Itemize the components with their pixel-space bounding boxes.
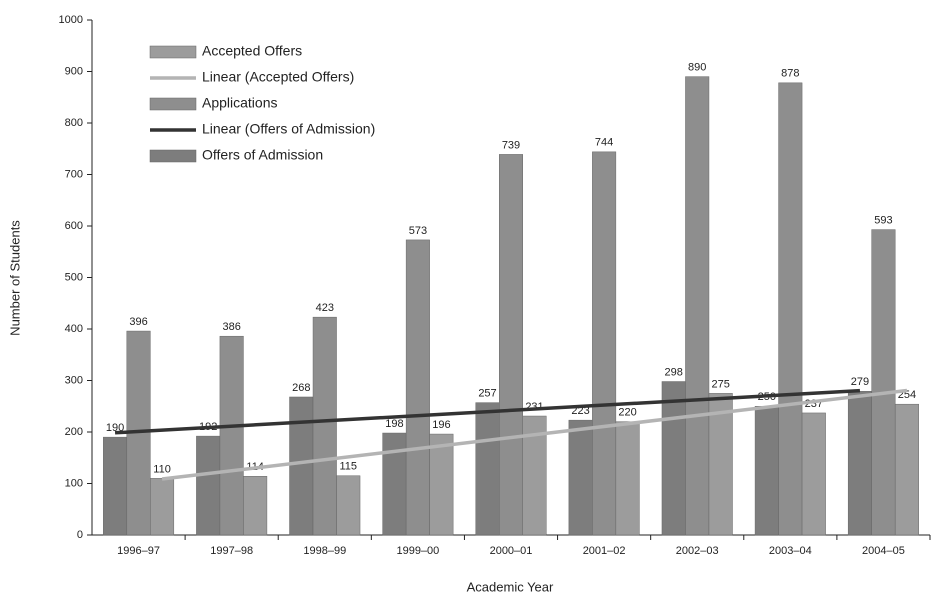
bar [661, 381, 686, 536]
data-label: 275 [712, 378, 730, 390]
bar [592, 151, 617, 536]
legend-label: Offers of Admission [202, 147, 323, 163]
data-label: 396 [129, 316, 147, 328]
legend-swatch [149, 149, 197, 163]
legend-label: Applications [202, 95, 278, 111]
data-label: 257 [478, 388, 496, 400]
data-label: 198 [385, 418, 403, 430]
bar [103, 436, 128, 536]
data-label: 744 [595, 137, 613, 149]
y-tick-label: 400 [65, 323, 83, 335]
data-label: 593 [874, 215, 892, 227]
x-tick-label: 2000–01 [490, 545, 533, 557]
bar [196, 435, 221, 536]
bar [754, 406, 779, 536]
bar [289, 396, 314, 536]
x-tick-label: 1997–98 [210, 545, 253, 557]
bar [894, 403, 919, 536]
legend-label: Linear (Offers of Admission) [202, 121, 375, 137]
x-axis-label: Academic Year [467, 579, 554, 594]
y-tick-label: 800 [65, 117, 83, 129]
trendline [161, 388, 908, 481]
x-tick-label: 1999–00 [396, 545, 439, 557]
bar [685, 76, 710, 536]
y-axis-label: Number of Students [7, 220, 22, 336]
data-label: 573 [409, 225, 427, 237]
x-tick-label: 2004–05 [862, 545, 905, 557]
y-tick-label: 100 [65, 477, 83, 489]
bar [499, 154, 523, 536]
bar [475, 402, 500, 536]
data-label: 890 [688, 62, 706, 74]
bar [778, 82, 803, 536]
x-tick-label: 1998–99 [303, 545, 346, 557]
bar [801, 412, 826, 536]
bar [871, 229, 896, 536]
x-tick-label: 2003–04 [769, 545, 812, 557]
data-label: 423 [316, 302, 334, 314]
bar [243, 476, 268, 536]
data-label: 268 [292, 382, 310, 394]
data-label: 110 [153, 463, 171, 475]
legend-label: Accepted Offers [202, 43, 302, 59]
data-label: 298 [665, 366, 683, 378]
data-label: 878 [781, 68, 799, 80]
y-tick-label: 500 [65, 271, 83, 283]
bar [568, 419, 593, 536]
bar [336, 475, 361, 536]
y-tick-label: 1000 [59, 14, 83, 26]
y-tick-label: 0 [77, 529, 83, 541]
y-tick-label: 700 [65, 168, 83, 180]
bar [405, 239, 430, 536]
bar [429, 433, 454, 536]
bar [522, 415, 547, 536]
bar [615, 421, 640, 536]
x-tick-label: 1996–97 [117, 545, 160, 557]
y-tick-label: 200 [65, 426, 83, 438]
bar [219, 335, 244, 536]
data-label: 196 [432, 419, 450, 431]
legend-swatch [149, 97, 197, 111]
data-label: 220 [618, 407, 636, 419]
data-label: 386 [222, 321, 240, 333]
x-tick-label: 2002–03 [676, 545, 719, 557]
y-tick-label: 900 [65, 65, 83, 77]
trendline [114, 388, 861, 435]
data-label: 115 [340, 461, 358, 473]
bar [312, 316, 337, 536]
data-label: 279 [851, 376, 869, 388]
bar [708, 393, 733, 536]
legend-label: Linear (Accepted Offers) [202, 69, 354, 85]
x-tick-label: 2001–02 [583, 545, 626, 557]
data-label: 739 [502, 139, 520, 151]
y-tick-label: 300 [65, 374, 83, 386]
bar [847, 391, 872, 536]
legend-swatch [149, 45, 197, 59]
bar [382, 432, 407, 536]
y-tick-label: 600 [65, 220, 83, 232]
bar [150, 478, 175, 536]
